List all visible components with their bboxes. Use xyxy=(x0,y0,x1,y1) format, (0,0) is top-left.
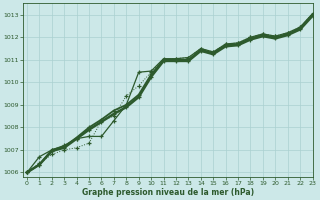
X-axis label: Graphe pression niveau de la mer (hPa): Graphe pression niveau de la mer (hPa) xyxy=(82,188,254,197)
